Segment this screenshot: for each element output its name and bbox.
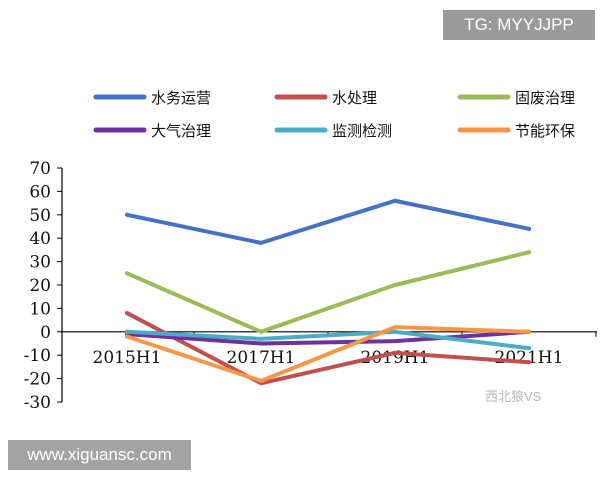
legend-label: 水处理 [332, 89, 377, 107]
legend-item: 监测检测 [274, 122, 392, 140]
legend-item: 水务运营 [93, 89, 211, 107]
series-0-point [393, 198, 397, 203]
series-1-point [125, 311, 129, 316]
series-0-point [527, 226, 531, 231]
watermark-author: 西北狼VS [485, 389, 542, 404]
y-axis: 70 60 50 40 30 20 10 0 -10 -20 -30 [24, 159, 63, 413]
series-line-4 [125, 329, 531, 351]
series-4-point [393, 329, 397, 334]
y-tick-label: -10 [24, 346, 51, 366]
legend-item: 水处理 [274, 89, 377, 107]
y-tick-label: 20 [29, 276, 51, 296]
series-0-point [259, 240, 263, 245]
series-0-point [125, 212, 129, 217]
legend-item: 固废治理 [457, 89, 575, 107]
series-2-point [259, 329, 263, 334]
legend-label: 固废治理 [515, 89, 575, 107]
y-tick-label: 10 [29, 299, 51, 319]
series-5-point [393, 325, 397, 330]
series-5-point [259, 378, 263, 383]
y-tick-label: 30 [29, 253, 51, 273]
series-2-point [125, 271, 129, 276]
series-4-point [527, 346, 531, 351]
y-tick-label: -20 [24, 370, 51, 390]
series-3-point [259, 341, 263, 346]
legend-label: 水务运营 [151, 89, 211, 107]
watermark-website: www.xiguansc.com [8, 440, 191, 470]
series-lines [125, 198, 531, 386]
y-tick-label: 40 [29, 229, 51, 249]
series-2-point [393, 283, 397, 287]
series-1-point [527, 360, 531, 365]
y-tick-label: 0 [40, 323, 51, 343]
series-1-point [393, 350, 397, 355]
watermark-telegram: TG: MYYJJPP [443, 10, 595, 40]
y-tick-label: 70 [29, 159, 51, 179]
legend-item: 大气治理 [93, 122, 211, 140]
series-2-point [527, 250, 531, 255]
legend-label: 节能环保 [515, 122, 575, 140]
series-5-point [527, 329, 531, 334]
series-line-3 [125, 329, 531, 346]
series-line-2 [125, 250, 531, 334]
x-tick-label: 2015H1 [93, 348, 162, 368]
legend-item: 节能环保 [457, 122, 575, 140]
y-tick-label: -30 [24, 393, 51, 413]
series-line-0 [125, 198, 531, 245]
series-3-point [393, 339, 397, 344]
series-line-1 [125, 311, 531, 386]
legend-label: 监测检测 [332, 122, 392, 140]
y-tick-label: 60 [29, 182, 51, 202]
x-tick-label: 2017H1 [227, 348, 296, 368]
series-5-point [125, 334, 129, 339]
series-line-5 [125, 325, 531, 383]
legend-label: 大气治理 [151, 122, 211, 140]
series-4-point [125, 329, 129, 334]
series-4-point [259, 336, 263, 341]
y-tick-label: 50 [29, 206, 51, 226]
x-tick-label: 2021H1 [495, 348, 564, 368]
